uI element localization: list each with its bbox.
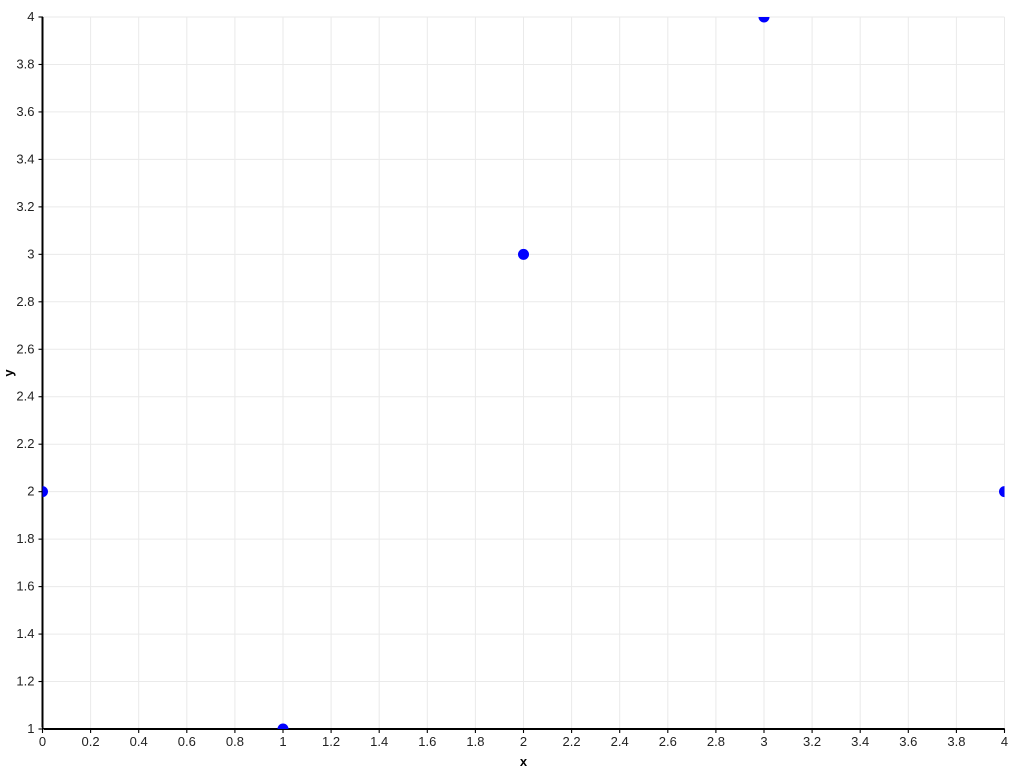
svg-text:2.6: 2.6 xyxy=(659,734,677,749)
svg-text:1.6: 1.6 xyxy=(418,734,436,749)
svg-text:2.6: 2.6 xyxy=(16,341,34,356)
svg-text:2.4: 2.4 xyxy=(611,734,629,749)
svg-text:2.8: 2.8 xyxy=(16,294,34,309)
svg-text:2.2: 2.2 xyxy=(16,436,34,451)
svg-text:1: 1 xyxy=(27,721,34,736)
svg-text:3.4: 3.4 xyxy=(851,734,869,749)
svg-text:2: 2 xyxy=(520,734,527,749)
svg-text:0.4: 0.4 xyxy=(130,734,148,749)
svg-text:3.2: 3.2 xyxy=(803,734,821,749)
svg-text:3.8: 3.8 xyxy=(16,56,34,71)
svg-text:1.6: 1.6 xyxy=(16,579,34,594)
svg-text:1.8: 1.8 xyxy=(16,531,34,546)
svg-text:3.8: 3.8 xyxy=(947,734,965,749)
svg-text:3: 3 xyxy=(760,734,767,749)
svg-text:1.8: 1.8 xyxy=(466,734,484,749)
svg-text:1.4: 1.4 xyxy=(16,626,34,641)
svg-text:3: 3 xyxy=(27,246,34,261)
svg-text:1.4: 1.4 xyxy=(370,734,388,749)
svg-text:1.2: 1.2 xyxy=(322,734,340,749)
svg-text:y: y xyxy=(1,369,16,377)
svg-text:4: 4 xyxy=(27,9,34,24)
svg-text:2.4: 2.4 xyxy=(16,389,34,404)
svg-text:0: 0 xyxy=(39,734,46,749)
svg-text:1.2: 1.2 xyxy=(16,674,34,689)
svg-text:3.4: 3.4 xyxy=(16,151,34,166)
svg-text:2.2: 2.2 xyxy=(563,734,581,749)
svg-text:3.6: 3.6 xyxy=(16,104,34,119)
svg-text:0.2: 0.2 xyxy=(82,734,100,749)
svg-text:x: x xyxy=(520,754,528,768)
svg-text:1: 1 xyxy=(279,734,286,749)
svg-text:2.8: 2.8 xyxy=(707,734,725,749)
svg-text:0.6: 0.6 xyxy=(178,734,196,749)
svg-text:2: 2 xyxy=(27,484,34,499)
svg-text:0.8: 0.8 xyxy=(226,734,244,749)
svg-text:3.2: 3.2 xyxy=(16,199,34,214)
svg-text:4: 4 xyxy=(1001,734,1008,749)
svg-text:3.6: 3.6 xyxy=(899,734,917,749)
